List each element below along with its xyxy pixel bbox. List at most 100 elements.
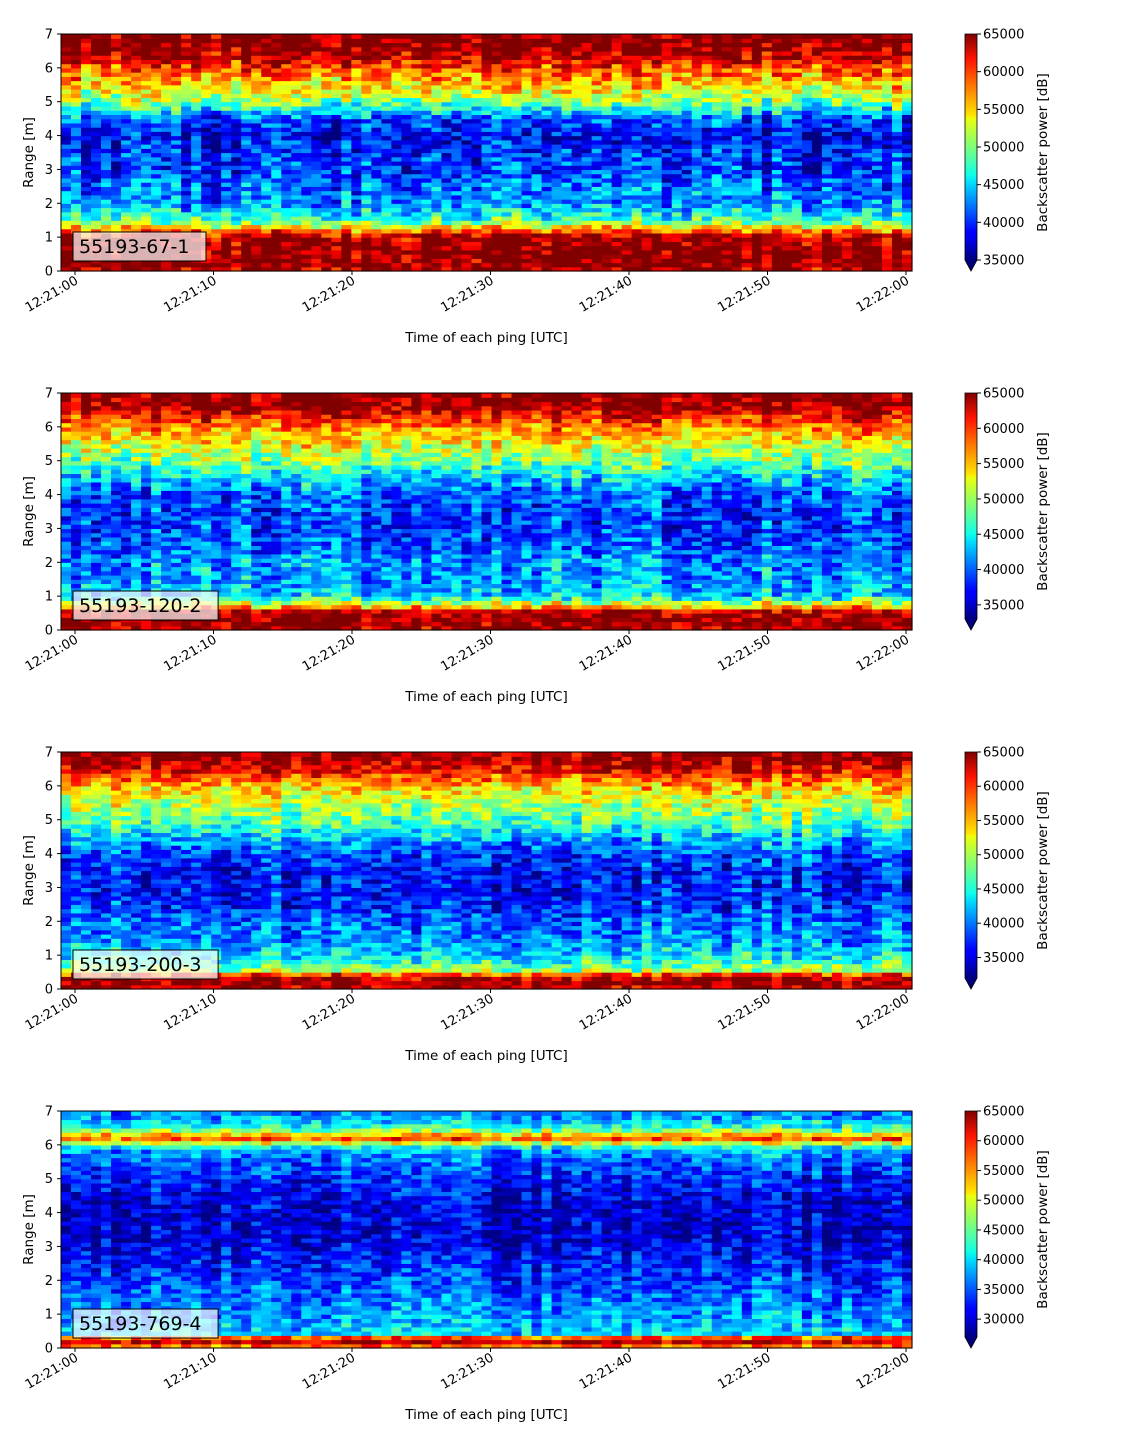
heatmap-cell xyxy=(681,105,693,111)
heatmap-cell xyxy=(451,135,463,141)
heatmap-cell xyxy=(251,156,262,162)
heatmap-cell xyxy=(131,105,142,111)
heatmap-cell xyxy=(271,199,282,204)
heatmap-cell xyxy=(791,84,803,90)
heatmap-cell xyxy=(151,148,162,154)
heatmap-cell xyxy=(211,249,222,255)
heatmap-cell xyxy=(271,211,282,217)
heatmap-cell xyxy=(491,105,503,111)
heatmap-cell xyxy=(811,114,823,120)
heatmap-cell xyxy=(901,266,913,272)
heatmap-cell xyxy=(281,232,292,238)
heatmap-cell xyxy=(891,59,903,65)
heatmap-cell xyxy=(861,169,873,175)
heatmap-cell xyxy=(621,245,633,251)
heatmap-cell xyxy=(311,42,322,48)
heatmap-cell xyxy=(401,249,413,255)
heatmap-cell xyxy=(511,93,523,99)
heatmap-cell xyxy=(891,131,903,137)
heatmap-cell xyxy=(171,118,182,124)
heatmap-cell xyxy=(431,211,443,217)
heatmap-cell xyxy=(181,131,192,137)
heatmap-cell xyxy=(641,203,653,209)
heatmap-cell xyxy=(71,199,82,204)
heatmap-cell xyxy=(71,469,82,475)
heatmap-cell xyxy=(561,228,573,234)
heatmap-cell xyxy=(291,67,302,73)
heatmap-cell xyxy=(291,50,302,56)
heatmap-cell xyxy=(401,224,413,230)
heatmap-cell xyxy=(631,84,643,90)
heatmap-cell xyxy=(691,93,703,99)
heatmap-cell xyxy=(431,67,443,73)
heatmap-cell xyxy=(581,177,593,183)
heatmap-cell xyxy=(451,67,463,73)
heatmap-cell xyxy=(701,190,713,196)
heatmap-cell xyxy=(901,211,913,217)
y-tick-label: 2 xyxy=(45,197,53,212)
heatmap-cell xyxy=(681,118,693,124)
heatmap-cell xyxy=(721,190,733,196)
heatmap-cell xyxy=(131,266,142,272)
heatmap-cell xyxy=(241,228,252,234)
heatmap-cell xyxy=(771,186,783,192)
heatmap-cell xyxy=(811,224,823,230)
heatmap-cell xyxy=(561,97,573,103)
heatmap-cell xyxy=(371,152,382,158)
heatmap-cell xyxy=(601,110,613,116)
heatmap-cell xyxy=(571,237,583,242)
heatmap-cell xyxy=(851,169,863,175)
heatmap-cell xyxy=(161,220,172,226)
heatmap-cell xyxy=(861,38,873,44)
heatmap-cell xyxy=(661,110,673,116)
heatmap-cell xyxy=(481,169,493,175)
heatmap-cell xyxy=(551,266,563,272)
heatmap-cell xyxy=(371,34,382,39)
heatmap-cell xyxy=(401,76,413,82)
heatmap-cell xyxy=(691,105,703,111)
heatmap-cell xyxy=(821,203,833,209)
heatmap-cell xyxy=(411,80,423,86)
heatmap-cell xyxy=(671,50,683,56)
heatmap-cell xyxy=(841,42,853,48)
heatmap-cell xyxy=(761,249,773,255)
heatmap-cell xyxy=(231,266,242,272)
heatmap-cell xyxy=(241,165,252,171)
heatmap-cell xyxy=(661,254,673,259)
heatmap-cell xyxy=(631,232,643,238)
heatmap-cell xyxy=(181,63,192,69)
heatmap-cell xyxy=(301,211,312,217)
heatmap-cell xyxy=(371,156,382,162)
heatmap-cell xyxy=(701,262,713,268)
heatmap-cell xyxy=(731,258,743,264)
heatmap-cell xyxy=(151,122,162,128)
heatmap-cell xyxy=(311,105,322,111)
heatmap-cell xyxy=(511,262,523,268)
heatmap-cell xyxy=(511,63,523,69)
heatmap-cell xyxy=(841,127,853,132)
heatmap-cell xyxy=(501,215,513,221)
heatmap-cell xyxy=(891,63,903,69)
heatmap-cell xyxy=(651,169,663,175)
heatmap-cell xyxy=(651,80,663,86)
heatmap-cell xyxy=(461,34,473,39)
heatmap-cell xyxy=(551,101,563,107)
heatmap-cell xyxy=(291,97,302,103)
heatmap-cell xyxy=(551,55,563,60)
heatmap-cell xyxy=(291,224,302,230)
heatmap-cell xyxy=(311,165,322,171)
heatmap-cell xyxy=(681,169,693,175)
heatmap-cell xyxy=(441,139,453,145)
heatmap-cell xyxy=(71,50,82,56)
heatmap-cell xyxy=(751,182,763,187)
heatmap-cell xyxy=(461,224,473,230)
heatmap-cell xyxy=(631,131,643,137)
heatmap-cell xyxy=(321,42,332,48)
heatmap-cell xyxy=(431,59,443,65)
heatmap-cell xyxy=(401,190,413,196)
heatmap-cell xyxy=(431,84,443,90)
heatmap-cell xyxy=(161,266,172,272)
heatmap-cell xyxy=(701,228,713,234)
heatmap-cell xyxy=(101,63,112,69)
heatmap-cell xyxy=(881,156,893,162)
